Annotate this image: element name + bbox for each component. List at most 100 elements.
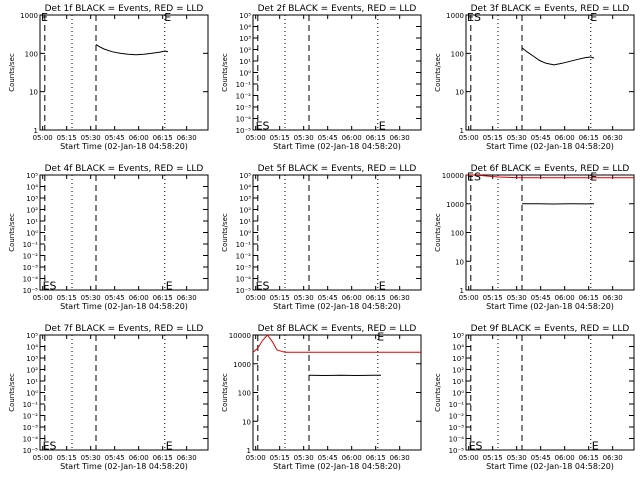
x-tick-label: 05:45 [105, 134, 125, 142]
y-axis-label: Counts/sec [8, 213, 16, 252]
y-axis-label: Counts/sec [434, 53, 442, 92]
y-tick-label: 10⁴ [26, 184, 38, 192]
event-marker-label: E [166, 279, 173, 292]
x-tick-label: 05:00 [33, 294, 53, 302]
y-tick-label: 10⁻² [23, 253, 39, 261]
x-axis-label: Start Time (02-Jan-18 04:58:20) [273, 462, 401, 471]
x-tick-label: 06:00 [129, 454, 149, 462]
x-tick-label: 05:30 [81, 134, 101, 142]
x-tick-label: 06:00 [555, 134, 575, 142]
event-marker-label: ES [467, 170, 481, 183]
x-tick-label: 05:00 [246, 454, 266, 462]
y-tick-label: 10⁻¹ [23, 241, 39, 249]
y-tick-label: 10¹ [452, 378, 464, 386]
y-tick-label: 10 [455, 258, 464, 266]
x-tick-label: 06:15 [366, 134, 386, 142]
x-tick-label: 05:00 [246, 294, 266, 302]
y-tick-label: 10 [242, 418, 251, 426]
x-tick-label: 06:30 [603, 454, 623, 462]
y-tick-label: 10² [239, 47, 251, 55]
x-axis-label: Start Time (02-Jan-18 04:58:20) [60, 142, 188, 151]
x-tick-label: 06:30 [390, 294, 410, 302]
y-tick-label: 10⁰ [452, 390, 464, 398]
y-tick-label: 10⁴ [452, 344, 464, 352]
y-tick-label: 10² [239, 207, 251, 215]
series-line-lld [252, 334, 421, 353]
x-tick-label: 05:00 [459, 134, 479, 142]
y-axis-label: Counts/sec [434, 213, 442, 252]
chart-panel-2: Det 2f BLACK = Events, RED = LLD 05:00 05:… [221, 4, 422, 151]
x-tick-label: 06:15 [153, 294, 173, 302]
x-axis-label: Start Time (02-Jan-18 04:58:20) [273, 302, 401, 311]
chart-panel-5: Det 5f BLACK = Events, RED = LLD 05:00 05:… [221, 164, 422, 311]
y-tick-label: 10⁻⁵ [23, 447, 39, 455]
x-tick-label: 05:15 [57, 454, 77, 462]
y-tick-label: 1 [34, 127, 38, 135]
plot-frame [252, 174, 422, 291]
y-tick-label: 10¹ [26, 218, 38, 226]
y-tick-label: 10⁰ [239, 70, 251, 78]
x-tick-label: 06:30 [603, 134, 623, 142]
x-tick-label: 05:15 [57, 294, 77, 302]
x-tick-label: 05:30 [81, 454, 101, 462]
y-tick-label: 10⁵ [239, 12, 251, 20]
chart-title: Det 6f BLACK = Events, RED = LLD [471, 164, 630, 174]
y-tick-label: 10⁻³ [449, 424, 465, 432]
x-tick-label: 05:15 [483, 134, 503, 142]
y-tick-label: 10⁻³ [236, 264, 252, 272]
event-marker-label: E [590, 11, 597, 24]
x-tick-label: 05:30 [294, 134, 314, 142]
x-tick-label: 06:30 [603, 294, 623, 302]
y-tick-label: 10⁻² [236, 93, 252, 101]
y-tick-label: 10000 [229, 332, 251, 340]
y-tick-label: 10⁻³ [23, 264, 39, 272]
x-tick-label: 05:00 [33, 134, 53, 142]
y-tick-label: 10⁵ [452, 332, 464, 340]
chart-panel-4: Det 4f BLACK = Events, RED = LLD 05:00 05:… [8, 164, 209, 311]
x-tick-label: 06:30 [390, 134, 410, 142]
x-tick-label: 06:00 [555, 294, 575, 302]
y-tick-label: 10⁻¹ [449, 401, 465, 409]
y-tick-label: 10² [26, 367, 38, 375]
y-tick-label: 10⁵ [26, 332, 38, 340]
y-tick-label: 10⁻⁵ [236, 287, 252, 295]
x-tick-label: 05:30 [81, 294, 101, 302]
y-tick-label: 10⁻³ [236, 104, 252, 112]
chart-title: Det 9f BLACK = Events, RED = LLD [471, 324, 630, 334]
x-tick-label: 05:15 [483, 294, 503, 302]
x-tick-label: 05:15 [270, 294, 290, 302]
x-tick-label: 06:00 [342, 454, 362, 462]
x-tick-label: 06:30 [177, 294, 197, 302]
x-tick-label: 06:15 [579, 454, 599, 462]
y-tick-label: 10⁴ [26, 344, 38, 352]
x-tick-label: 06:30 [390, 454, 410, 462]
x-axis-label: Start Time (02-Jan-18 04:58:20) [486, 302, 614, 311]
y-tick-label: 10⁰ [26, 230, 38, 238]
event-marker-label: ES [256, 119, 270, 132]
x-tick-label: 06:15 [579, 134, 599, 142]
x-tick-label: 05:00 [459, 454, 479, 462]
chart-panel-9: Det 9f BLACK = Events, RED = LLD 05:00 05:… [434, 324, 635, 471]
y-tick-label: 1000 [20, 12, 38, 20]
chart-panel-1: Det 1f BLACK = Events, RED = LLD 05:00 05:… [8, 4, 209, 151]
x-axis-label: Start Time (02-Jan-18 04:58:20) [60, 302, 188, 311]
series-line-events [521, 47, 595, 66]
x-axis-label: Start Time (02-Jan-18 04:58:20) [486, 462, 614, 471]
y-tick-label: 1 [247, 447, 251, 455]
y-tick-label: 10⁴ [239, 184, 251, 192]
y-tick-label: 10⁴ [239, 24, 251, 32]
chart-title: Det 2f BLACK = Events, RED = LLD [258, 4, 417, 14]
plot-frame [39, 334, 209, 451]
x-tick-label: 06:15 [153, 454, 173, 462]
y-tick-label: 10000 [442, 172, 464, 180]
chart-title: Det 4f BLACK = Events, RED = LLD [45, 164, 204, 174]
y-tick-label: 10⁻⁵ [23, 287, 39, 295]
x-tick-label: 05:30 [507, 134, 527, 142]
plot-frame [39, 174, 209, 291]
x-tick-label: 05:45 [531, 294, 551, 302]
y-tick-label: 10⁻⁵ [449, 447, 465, 455]
y-tick-label: 100 [451, 50, 464, 58]
y-tick-label: 10³ [239, 35, 251, 43]
y-tick-label: 10⁻⁴ [236, 116, 252, 124]
y-axis-label: Counts/sec [8, 373, 16, 412]
